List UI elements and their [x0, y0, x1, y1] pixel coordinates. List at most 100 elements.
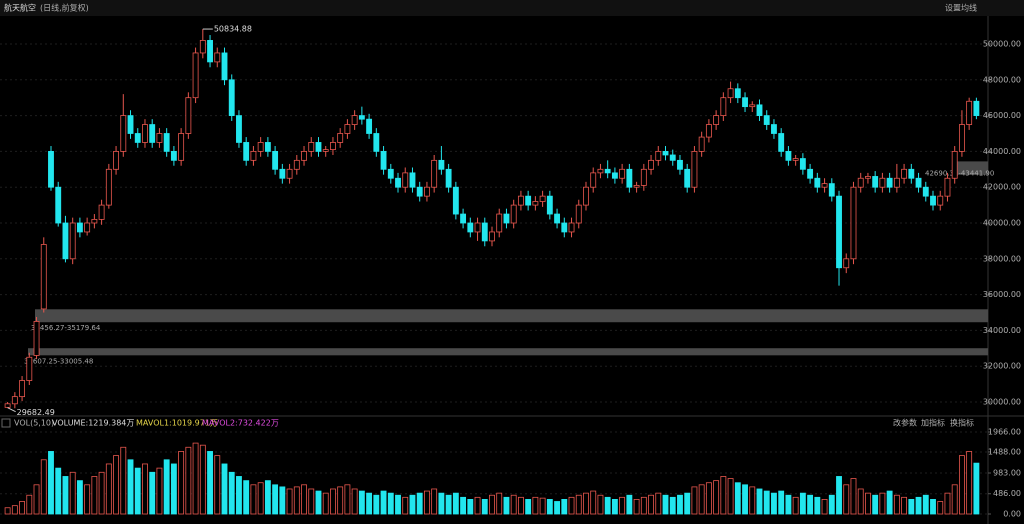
volume-bar: [185, 446, 192, 515]
volume-bar: [243, 480, 250, 515]
volume-bar: [619, 496, 626, 515]
volume-bar: [828, 494, 835, 515]
volume-bar: [669, 496, 676, 515]
volume-bar: [901, 496, 908, 515]
volume-bar: [19, 501, 26, 515]
volume-bar: [127, 459, 134, 515]
candle-body: [11, 396, 18, 405]
candle-body: [886, 177, 893, 188]
volume-bar: [597, 494, 604, 515]
candle-body: [814, 177, 821, 188]
volume-bar: [785, 494, 792, 515]
vol-button[interactable]: 换指标: [950, 418, 974, 428]
max-label: 50834.88: [214, 25, 252, 34]
vol-button[interactable]: 改参数: [893, 418, 917, 428]
volume-bar: [438, 492, 445, 515]
candle-body: [337, 133, 344, 143]
candle-body: [510, 204, 517, 224]
volume-bar: [734, 482, 741, 515]
volume-bar: [373, 494, 380, 515]
gap-zone: [28, 348, 988, 356]
volume-bar: [517, 496, 524, 515]
gap-label: 32607.25-33005.48: [24, 357, 93, 365]
help-icon[interactable]: [1, 418, 11, 428]
volume-bar: [48, 451, 54, 515]
volume-bar: [62, 476, 69, 515]
candle-body: [380, 150, 387, 170]
candle-body: [546, 195, 553, 215]
volume-bar: [467, 499, 474, 515]
candle-body: [611, 172, 618, 179]
volume-bar: [366, 492, 373, 515]
candle-body: [178, 133, 185, 161]
candle-body: [207, 40, 213, 63]
candle-body: [366, 118, 373, 134]
volume-bar: [26, 494, 33, 515]
volume-bar: [387, 492, 394, 515]
candle-body: [626, 168, 633, 188]
candle-body: [669, 154, 676, 161]
candle-body: [915, 177, 922, 188]
candle-body: [416, 186, 423, 197]
y-tick-label: 46000.00: [983, 111, 1021, 120]
candle-body: [763, 115, 770, 125]
volume-bar: [792, 496, 799, 515]
volume-bar: [525, 499, 532, 515]
candle-body: [713, 115, 720, 125]
volume-bar: [192, 442, 199, 515]
candle-body: [351, 115, 358, 125]
volume-bar: [850, 478, 857, 515]
volume-bar: [886, 490, 893, 515]
gap-label: 42690.31-43441.90: [925, 169, 994, 177]
volume-bar: [163, 459, 170, 515]
volume-bar: [228, 471, 235, 515]
candle-body: [221, 52, 228, 81]
y-tick-label: 32000.00: [983, 362, 1021, 371]
volume-bar: [120, 446, 127, 515]
vol-tick-label: 983.00: [993, 469, 1021, 478]
volume-bar: [424, 490, 430, 515]
volume-bar: [662, 494, 669, 515]
candle-body: [742, 97, 748, 108]
candle-body: [293, 159, 300, 170]
mavol1-text: MAVOL1:1019.971万: [136, 419, 218, 428]
vol-button[interactable]: 加指标: [921, 418, 945, 428]
volume-bar: [843, 484, 850, 515]
volume-bar: [893, 494, 900, 515]
candle-body: [727, 88, 734, 99]
candle-body: [170, 150, 177, 161]
y-tick-label: 48000.00: [983, 75, 1021, 84]
candle-body: [315, 142, 322, 152]
candle-body: [517, 195, 524, 206]
volume-bar: [445, 494, 452, 515]
volume-bar: [879, 492, 886, 515]
volume-bar: [763, 490, 770, 515]
candle-body: [872, 176, 879, 188]
volume-bar: [55, 467, 62, 515]
volume-bar: [720, 476, 727, 515]
candle-body: [698, 136, 705, 152]
candle-body: [48, 150, 54, 188]
candle-body: [966, 100, 973, 125]
candle-body: [474, 222, 481, 233]
candle-body: [590, 172, 597, 188]
candle-body: [373, 133, 380, 152]
volume-bar: [272, 484, 279, 515]
volume-bar: [583, 492, 589, 515]
candle-body: [301, 150, 307, 161]
volume-bar: [611, 499, 618, 515]
vol-tick-label: 0.00: [1003, 510, 1021, 519]
ma-button[interactable]: 设置均线: [945, 3, 977, 13]
volume-bar: [33, 484, 40, 515]
candle-body: [98, 204, 105, 220]
volume-bar: [351, 488, 358, 515]
volume-bar: [799, 492, 806, 515]
y-tick-label: 30000.00: [983, 398, 1021, 407]
candle-body: [105, 168, 112, 206]
volume-bar: [4, 507, 11, 515]
candle-body: [272, 150, 279, 170]
candle-body: [286, 168, 293, 179]
volume-bar: [503, 496, 510, 515]
volume-bar: [713, 480, 720, 515]
candle-body: [908, 168, 915, 179]
